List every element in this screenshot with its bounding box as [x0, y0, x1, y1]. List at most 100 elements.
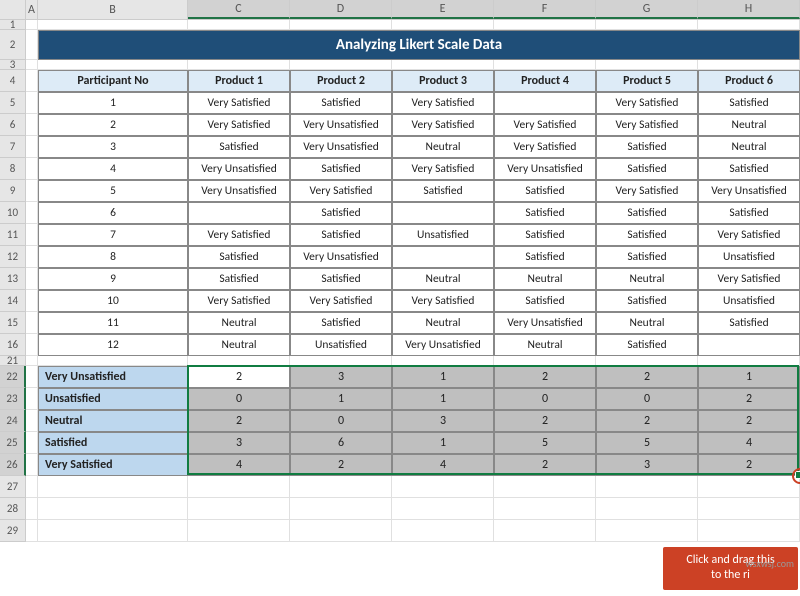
data-cell[interactable]: Satisfied — [290, 268, 392, 290]
summary-value[interactable]: 0 — [596, 388, 698, 410]
data-cell[interactable]: Satisfied — [392, 180, 494, 202]
summary-value[interactable]: 0 — [494, 388, 596, 410]
data-cell[interactable]: 11 — [38, 312, 188, 334]
data-cell[interactable]: 10 — [38, 290, 188, 312]
data-cell[interactable]: 8 — [38, 246, 188, 268]
row-header-29[interactable]: 29 — [0, 520, 26, 542]
summary-value[interactable]: 4 — [392, 454, 494, 476]
row-header-3[interactable]: 3 — [0, 60, 26, 70]
summary-value[interactable]: 2 — [188, 366, 290, 388]
summary-value[interactable]: 5 — [494, 432, 596, 454]
summary-value[interactable]: 1 — [392, 388, 494, 410]
data-cell[interactable]: Neutral — [392, 312, 494, 334]
summary-value[interactable]: 2 — [698, 388, 800, 410]
data-cell[interactable]: Very Satisfied — [392, 92, 494, 114]
summary-value[interactable]: 2 — [290, 454, 392, 476]
row-header-7[interactable]: 7 — [0, 136, 26, 158]
row-header-15[interactable]: 15 — [0, 312, 26, 334]
data-cell[interactable]: Neutral — [392, 268, 494, 290]
summary-value[interactable]: 3 — [290, 366, 392, 388]
data-cell[interactable]: Neutral — [596, 268, 698, 290]
data-cell[interactable]: Unsatisfied — [392, 224, 494, 246]
summary-value[interactable]: 2 — [698, 410, 800, 432]
data-cell[interactable]: Satisfied — [494, 202, 596, 224]
data-cell[interactable]: Satisfied — [698, 158, 800, 180]
column-header-G[interactable]: G — [596, 0, 698, 19]
row-header-27[interactable]: 27 — [0, 476, 26, 498]
row-header-22[interactable]: 22 — [0, 366, 26, 388]
data-cell[interactable]: 5 — [38, 180, 188, 202]
summary-value[interactable]: 1 — [392, 432, 494, 454]
data-cell[interactable]: 6 — [38, 202, 188, 224]
row-header-1[interactable]: 1 — [0, 20, 26, 30]
data-cell[interactable]: Satisfied — [596, 290, 698, 312]
row-header-4[interactable]: 4 — [0, 70, 26, 92]
data-cell[interactable]: Very Satisfied — [188, 114, 290, 136]
row-header-5[interactable]: 5 — [0, 92, 26, 114]
data-cell[interactable]: Satisfied — [188, 136, 290, 158]
data-cell[interactable]: Neutral — [188, 312, 290, 334]
data-cell[interactable]: Very Satisfied — [698, 268, 800, 290]
data-cell[interactable]: Satisfied — [188, 268, 290, 290]
row-header-16[interactable]: 16 — [0, 334, 26, 356]
data-cell[interactable]: Very Satisfied — [494, 114, 596, 136]
data-cell[interactable]: Very Unsatisfied — [188, 158, 290, 180]
data-cell[interactable]: Satisfied — [188, 246, 290, 268]
data-cell[interactable]: Satisfied — [290, 158, 392, 180]
data-cell[interactable]: Satisfied — [596, 136, 698, 158]
data-cell[interactable] — [188, 202, 290, 224]
data-cell[interactable] — [494, 92, 596, 114]
summary-value[interactable]: 2 — [494, 366, 596, 388]
summary-value[interactable]: 2 — [698, 454, 800, 476]
data-cell[interactable]: Very Satisfied — [188, 92, 290, 114]
summary-value[interactable]: 3 — [596, 454, 698, 476]
data-cell[interactable]: Satisfied — [494, 180, 596, 202]
data-cell[interactable]: Very Satisfied — [290, 290, 392, 312]
data-cell[interactable]: Very Satisfied — [596, 92, 698, 114]
summary-value[interactable]: 0 — [290, 410, 392, 432]
row-header-21[interactable]: 21 — [0, 356, 26, 366]
row-header-12[interactable]: 12 — [0, 246, 26, 268]
data-cell[interactable]: Very Satisfied — [596, 180, 698, 202]
data-cell[interactable]: Satisfied — [596, 334, 698, 356]
data-cell[interactable]: Satisfied — [596, 158, 698, 180]
summary-value[interactable]: 2 — [596, 366, 698, 388]
summary-value[interactable]: 1 — [392, 366, 494, 388]
data-cell[interactable]: Very Unsatisfied — [494, 158, 596, 180]
data-cell[interactable]: Satisfied — [290, 202, 392, 224]
summary-value[interactable]: 2 — [494, 454, 596, 476]
row-header-14[interactable]: 14 — [0, 290, 26, 312]
row-header-9[interactable]: 9 — [0, 180, 26, 202]
summary-value[interactable]: 4 — [188, 454, 290, 476]
data-cell[interactable]: Very Satisfied — [392, 114, 494, 136]
row-header-11[interactable]: 11 — [0, 224, 26, 246]
column-header-B[interactable]: B — [38, 0, 188, 19]
data-cell[interactable]: 4 — [38, 158, 188, 180]
column-header-E[interactable]: E — [392, 0, 494, 19]
data-cell[interactable]: Very Satisfied — [188, 290, 290, 312]
column-header-D[interactable]: D — [290, 0, 392, 19]
data-cell[interactable]: Satisfied — [698, 92, 800, 114]
data-cell[interactable]: Very Unsatisfied — [290, 136, 392, 158]
data-cell[interactable]: Very Unsatisfied — [290, 246, 392, 268]
data-cell[interactable]: Neutral — [494, 268, 596, 290]
column-header-C[interactable]: C — [188, 0, 290, 19]
summary-value[interactable]: 1 — [290, 388, 392, 410]
summary-value[interactable]: 1 — [698, 366, 800, 388]
data-cell[interactable]: 1 — [38, 92, 188, 114]
summary-value[interactable]: 2 — [494, 410, 596, 432]
data-cell[interactable]: 3 — [38, 136, 188, 158]
data-cell[interactable]: Very Satisfied — [698, 224, 800, 246]
data-cell[interactable]: Satisfied — [698, 202, 800, 224]
summary-value[interactable]: 6 — [290, 432, 392, 454]
data-cell[interactable]: Satisfied — [290, 92, 392, 114]
data-cell[interactable]: Satisfied — [290, 312, 392, 334]
summary-value[interactable]: 3 — [392, 410, 494, 432]
data-cell[interactable]: Neutral — [188, 334, 290, 356]
row-header-28[interactable]: 28 — [0, 498, 26, 520]
summary-value[interactable]: 0 — [188, 388, 290, 410]
data-cell[interactable]: Very Satisfied — [392, 290, 494, 312]
data-cell[interactable]: Very Unsatisfied — [494, 312, 596, 334]
data-cell[interactable]: Very Satisfied — [494, 136, 596, 158]
data-cell[interactable] — [392, 202, 494, 224]
